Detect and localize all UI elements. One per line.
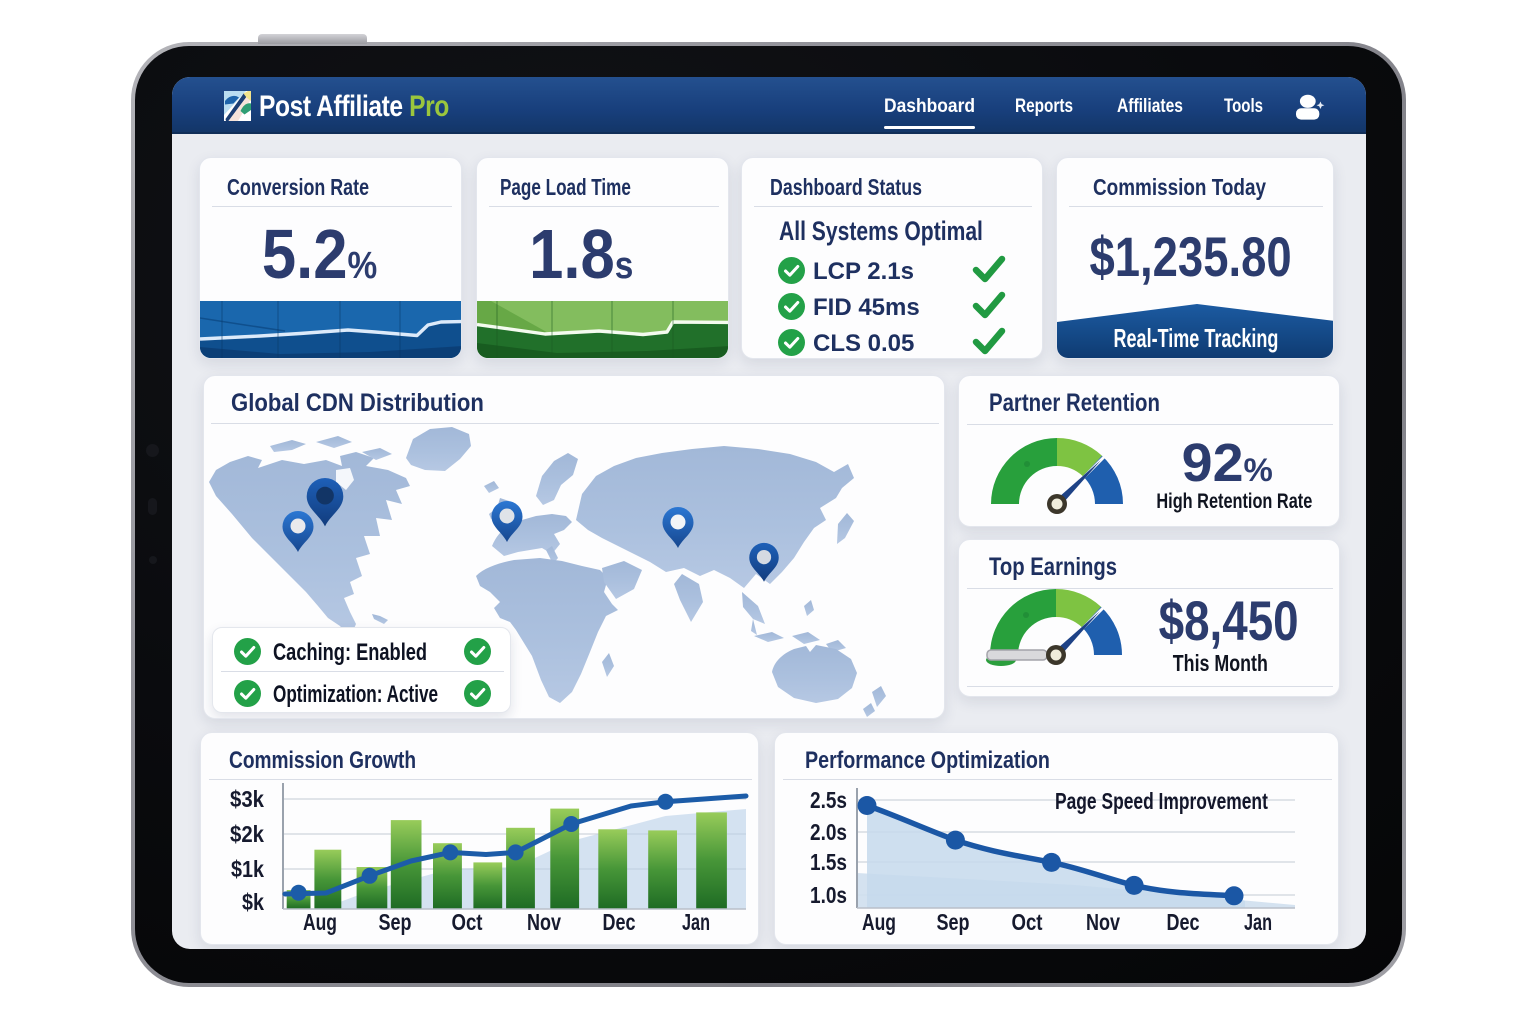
svg-text:2.0s: 2.0s: [810, 819, 847, 845]
svg-text:Aug: Aug: [303, 909, 337, 935]
svg-text:$k: $k: [242, 889, 264, 915]
svg-text:$2k: $2k: [230, 821, 264, 847]
svg-text:1.5s: 1.5s: [810, 849, 847, 875]
svg-text:Dec: Dec: [1167, 909, 1200, 935]
svg-text:Dec: Dec: [603, 909, 636, 935]
svg-text:Sep: Sep: [937, 909, 970, 935]
svg-text:Jan: Jan: [682, 909, 710, 935]
svg-text:$1k: $1k: [231, 856, 264, 882]
svg-text:Oct: Oct: [452, 909, 483, 935]
svg-text:Oct: Oct: [1012, 909, 1043, 935]
svg-text:2.5s: 2.5s: [810, 787, 847, 813]
svg-text:1.0s: 1.0s: [810, 882, 847, 908]
svg-text:Sep: Sep: [379, 909, 412, 935]
svg-text:Nov: Nov: [1086, 909, 1120, 935]
svg-text:Nov: Nov: [527, 909, 561, 935]
svg-text:Aug: Aug: [862, 909, 896, 935]
svg-text:Jan: Jan: [1244, 909, 1272, 935]
svg-text:$3k: $3k: [230, 786, 264, 812]
